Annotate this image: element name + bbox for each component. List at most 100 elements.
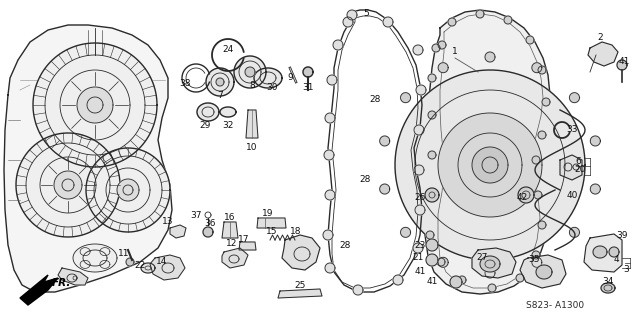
Polygon shape: [425, 188, 439, 202]
Polygon shape: [617, 60, 627, 70]
Polygon shape: [425, 10, 550, 294]
Polygon shape: [234, 56, 266, 88]
Polygon shape: [593, 246, 607, 258]
Polygon shape: [86, 148, 170, 232]
Polygon shape: [206, 68, 234, 96]
Polygon shape: [437, 258, 445, 266]
Text: 39: 39: [616, 231, 628, 240]
Polygon shape: [488, 284, 496, 292]
Text: 41: 41: [618, 57, 630, 66]
Polygon shape: [472, 248, 516, 278]
Polygon shape: [570, 227, 579, 237]
Text: 5: 5: [363, 10, 369, 19]
Polygon shape: [257, 218, 286, 228]
Polygon shape: [324, 150, 334, 160]
Text: 41: 41: [414, 268, 426, 277]
Polygon shape: [560, 155, 582, 180]
Text: 1: 1: [452, 48, 458, 56]
Polygon shape: [526, 36, 534, 44]
Polygon shape: [325, 190, 335, 200]
Polygon shape: [448, 18, 456, 26]
Polygon shape: [246, 110, 258, 138]
Polygon shape: [222, 222, 238, 238]
Polygon shape: [485, 268, 495, 278]
Polygon shape: [516, 274, 524, 282]
Polygon shape: [590, 136, 600, 146]
Text: 26: 26: [414, 194, 426, 203]
Polygon shape: [245, 67, 255, 77]
Polygon shape: [4, 25, 172, 292]
Text: 11: 11: [118, 249, 130, 258]
Polygon shape: [282, 235, 320, 270]
Polygon shape: [16, 133, 120, 237]
Polygon shape: [222, 248, 248, 268]
Polygon shape: [126, 258, 134, 266]
Text: 34: 34: [602, 278, 614, 286]
Polygon shape: [438, 63, 448, 73]
Polygon shape: [401, 93, 411, 103]
Polygon shape: [303, 67, 313, 77]
Polygon shape: [416, 85, 426, 95]
Polygon shape: [518, 187, 534, 203]
Text: 3: 3: [623, 265, 629, 275]
Polygon shape: [538, 131, 546, 139]
Text: 21: 21: [412, 254, 424, 263]
Text: 28: 28: [359, 175, 371, 184]
Polygon shape: [542, 98, 550, 106]
Text: 12: 12: [227, 240, 237, 249]
Polygon shape: [426, 231, 434, 239]
Polygon shape: [203, 227, 213, 237]
Polygon shape: [480, 256, 500, 272]
Polygon shape: [141, 263, 155, 273]
Polygon shape: [532, 251, 540, 259]
Polygon shape: [343, 17, 353, 27]
Polygon shape: [347, 10, 357, 20]
Text: 27: 27: [476, 254, 488, 263]
Text: 42: 42: [516, 194, 527, 203]
Text: 19: 19: [262, 210, 274, 219]
Polygon shape: [33, 43, 157, 167]
Text: 4: 4: [613, 256, 619, 264]
Polygon shape: [327, 75, 337, 85]
Polygon shape: [588, 42, 618, 66]
Polygon shape: [383, 17, 393, 27]
Polygon shape: [476, 10, 484, 18]
Text: 6: 6: [575, 158, 581, 167]
Text: 22: 22: [134, 261, 146, 270]
Polygon shape: [254, 68, 282, 88]
Text: S823- A1300: S823- A1300: [526, 300, 584, 309]
Polygon shape: [438, 113, 542, 217]
Text: 28: 28: [339, 241, 351, 249]
Text: 33: 33: [566, 125, 578, 135]
Polygon shape: [534, 191, 542, 199]
Polygon shape: [170, 225, 186, 238]
Polygon shape: [401, 227, 411, 237]
Polygon shape: [428, 111, 436, 119]
Text: 32: 32: [222, 122, 234, 130]
Polygon shape: [395, 70, 585, 260]
Polygon shape: [426, 239, 438, 251]
Text: 2: 2: [597, 33, 603, 42]
Text: 28: 28: [369, 95, 381, 105]
Text: 38: 38: [179, 79, 191, 88]
Polygon shape: [380, 136, 390, 146]
Text: 31: 31: [302, 84, 314, 93]
Text: 41: 41: [426, 278, 438, 286]
Polygon shape: [325, 113, 335, 123]
Polygon shape: [584, 234, 622, 272]
Polygon shape: [609, 247, 619, 257]
Polygon shape: [117, 179, 139, 201]
Polygon shape: [472, 147, 508, 183]
Text: 35: 35: [528, 256, 540, 264]
Text: 24: 24: [222, 46, 234, 55]
Polygon shape: [20, 275, 58, 305]
Text: 13: 13: [163, 218, 173, 226]
Polygon shape: [532, 156, 540, 164]
Text: 23: 23: [414, 241, 426, 249]
Polygon shape: [601, 283, 615, 293]
Polygon shape: [58, 268, 88, 285]
Text: 36: 36: [204, 219, 216, 228]
Text: 18: 18: [291, 227, 301, 236]
Polygon shape: [413, 243, 423, 253]
Text: 8: 8: [249, 81, 255, 91]
